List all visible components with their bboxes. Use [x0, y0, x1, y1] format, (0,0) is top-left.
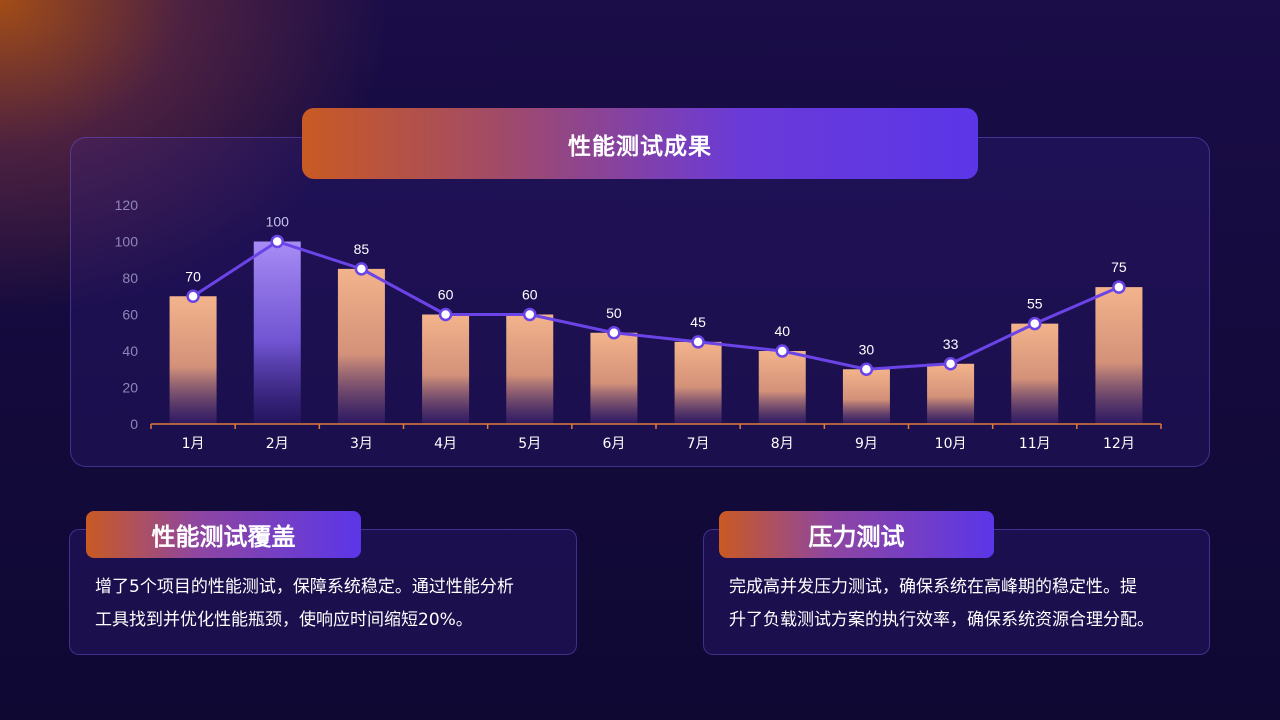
data-point	[859, 362, 874, 376]
chart-title: 性能测试成果	[302, 108, 978, 179]
stress-test-title: 压力测试	[719, 511, 994, 558]
data-point	[270, 234, 284, 249]
x-tick-label: 1月	[182, 436, 205, 452]
data-label: 55	[1027, 296, 1043, 312]
bar	[1095, 287, 1143, 424]
stress-test-text: 完成高并发压力测试，确保系统在高峰期的稳定性。提 升了负载测试方案的执行效率，确…	[729, 571, 1199, 637]
data-label: 40	[774, 323, 790, 339]
performance-coverage-line-1: 增了5个项目的性能测试，保障系统稳定。通过性能分析	[95, 577, 514, 597]
x-tick-label: 3月	[350, 436, 373, 452]
x-tick-label: 2月	[266, 436, 289, 452]
bar	[927, 363, 975, 424]
data-point	[1028, 316, 1042, 331]
data-point	[186, 289, 200, 303]
data-point	[607, 326, 621, 340]
bar	[337, 268, 385, 424]
x-tick-label: 7月	[687, 436, 710, 452]
data-point	[691, 335, 705, 349]
y-tick-label: 60	[122, 307, 138, 323]
bar	[506, 314, 554, 424]
bar	[253, 241, 301, 424]
data-point	[1112, 280, 1126, 294]
y-tick-label: 20	[122, 380, 138, 396]
data-label: 85	[354, 241, 370, 257]
data-point	[943, 357, 958, 371]
bar	[1011, 323, 1059, 424]
y-tick-label: 40	[122, 343, 138, 359]
x-tick-label: 5月	[518, 436, 541, 452]
x-tick-label: 8月	[771, 436, 794, 452]
bar	[422, 314, 470, 424]
bar	[590, 332, 638, 424]
data-point	[354, 262, 369, 276]
stress-test-line-2: 升了负载测试方案的执行效率，确保系统资源合理分配。	[729, 610, 1154, 630]
bar	[169, 296, 217, 424]
performance-coverage-title: 性能测试覆盖	[86, 511, 361, 558]
stress-test-line-1: 完成高并发压力测试，确保系统在高峰期的稳定性。提	[729, 577, 1137, 597]
data-label: 75	[1111, 259, 1127, 275]
bar	[842, 369, 890, 424]
data-label: 100	[266, 214, 290, 230]
x-tick-label: 6月	[602, 436, 625, 452]
data-label: 30	[859, 341, 875, 357]
data-point	[523, 307, 537, 322]
bar	[674, 341, 722, 424]
performance-coverage-line-2: 工具找到并优化性能瓶颈，使响应时间缩短20%。	[95, 610, 473, 630]
y-tick-label: 120	[115, 197, 139, 213]
data-label: 33	[943, 336, 959, 352]
y-tick-label: 0	[130, 416, 138, 432]
data-point	[438, 307, 453, 322]
x-tick-label: 10月	[935, 436, 967, 452]
y-tick-label: 80	[122, 270, 138, 286]
data-label: 60	[522, 287, 538, 303]
bar	[758, 351, 806, 424]
data-label: 45	[690, 314, 706, 330]
x-tick-label: 4月	[434, 436, 457, 452]
y-tick-label: 100	[115, 234, 139, 250]
data-label: 50	[606, 305, 622, 321]
performance-coverage-text: 增了5个项目的性能测试，保障系统稳定。通过性能分析 工具找到并优化性能瓶颈，使响…	[95, 571, 565, 637]
trend-line	[192, 240, 1120, 371]
data-point	[775, 344, 789, 358]
x-tick-label: 9月	[855, 436, 878, 452]
x-tick-label: 11月	[1019, 436, 1051, 452]
data-label: 60	[438, 287, 454, 303]
x-tick-label: 12月	[1103, 436, 1135, 452]
data-label: 70	[185, 268, 201, 284]
